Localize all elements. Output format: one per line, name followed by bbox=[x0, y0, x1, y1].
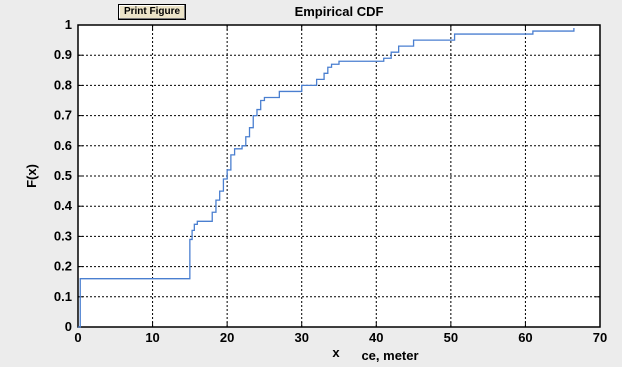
x-tick-label: 60 bbox=[518, 330, 532, 345]
print-figure-button[interactable]: Print Figure bbox=[118, 4, 186, 20]
y-tick-label: 0.6 bbox=[54, 138, 72, 153]
y-tick-label: 0.4 bbox=[54, 198, 73, 213]
axis-ticks: 0 10 20 30 40 50 60 70 0 0.1 0.2 0.3 0.4 0.5 0.6 0.7 0.8… bbox=[54, 17, 607, 345]
x-tick-label: 70 bbox=[593, 330, 607, 345]
y-tick-label: 0 bbox=[65, 319, 72, 334]
y-tick-label: 0.3 bbox=[54, 228, 72, 243]
chart-title: Empirical CDF bbox=[295, 4, 384, 19]
grid-lines bbox=[78, 25, 600, 327]
x-tick-label: 0 bbox=[74, 330, 81, 345]
x-tick-label: 40 bbox=[369, 330, 383, 345]
x-tick-label: 20 bbox=[220, 330, 234, 345]
y-tick-label: 0.8 bbox=[54, 77, 72, 92]
y-tick-label: 1 bbox=[65, 17, 72, 32]
y-tick-label: 0.5 bbox=[54, 168, 72, 183]
x-axis-label: ce, meter bbox=[361, 348, 418, 363]
y-axis-label: F(x) bbox=[24, 164, 39, 188]
y-tick-label: 0.7 bbox=[54, 108, 72, 123]
x-tick-label: 50 bbox=[444, 330, 458, 345]
y-tick-label: 0.9 bbox=[54, 47, 72, 62]
x-tick-label: 10 bbox=[145, 330, 159, 345]
x-tick-label: 30 bbox=[294, 330, 308, 345]
x-axis-prefix: x bbox=[332, 345, 340, 360]
y-tick-label: 0.1 bbox=[54, 289, 72, 304]
cdf-series-line bbox=[78, 28, 575, 328]
y-tick-label: 0.2 bbox=[54, 259, 72, 274]
series-layer bbox=[78, 28, 575, 328]
